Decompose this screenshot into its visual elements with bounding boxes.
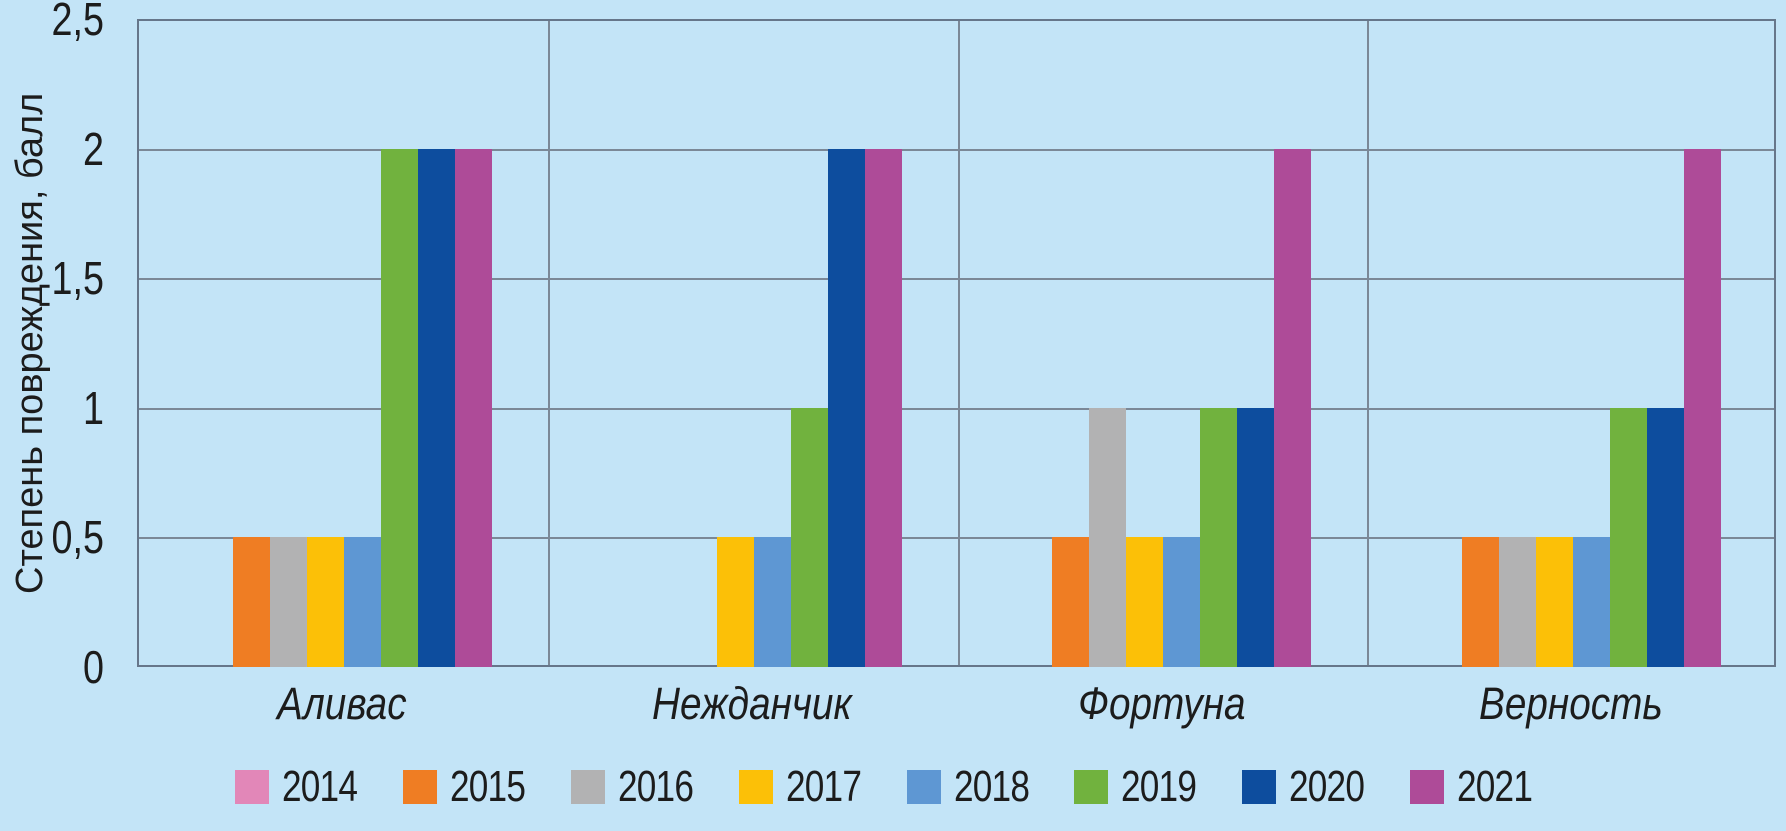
legend-item-2020: 2020 bbox=[1242, 765, 1383, 809]
gridline-vertical bbox=[547, 21, 550, 665]
bar-Верность-2021 bbox=[1684, 148, 1722, 667]
gridline-horizontal bbox=[139, 278, 1774, 281]
category-label-Верность: Верность bbox=[1479, 678, 1663, 729]
legend-item-2021: 2021 bbox=[1410, 765, 1551, 809]
bar-Аливас-2019 bbox=[380, 148, 418, 667]
legend-label: 2020 bbox=[1289, 762, 1365, 811]
bar-Аливас-2016 bbox=[269, 537, 307, 667]
legend-item-2018: 2018 bbox=[906, 762, 1048, 811]
bar-Верность-2016 bbox=[1499, 537, 1537, 667]
y-axis-title: Степень повреждения, балл bbox=[9, 92, 51, 594]
gridline-horizontal bbox=[139, 407, 1774, 410]
y-tick-label: 0 bbox=[83, 641, 104, 693]
legend-swatch-2015 bbox=[402, 770, 437, 804]
bar-Фортуна-2016 bbox=[1089, 407, 1127, 667]
y-tick-label: 2,5 bbox=[51, 0, 104, 45]
bar-Аливас-2017 bbox=[306, 537, 344, 667]
legend: 2014 2015 2016 2017 2018 2019 2020 2021 bbox=[0, 756, 1786, 818]
legend-swatch-2021 bbox=[1410, 770, 1445, 804]
bar-Нежданчик-2019 bbox=[790, 407, 828, 667]
bar-Аливас-2020 bbox=[417, 148, 455, 667]
category-label-Фортуна: Фортуна bbox=[1077, 678, 1246, 729]
y-tick-label: 1,5 bbox=[51, 252, 104, 305]
category-label-Аливас: Аливас bbox=[277, 678, 407, 729]
bar-Фортуна-2015 bbox=[1052, 537, 1090, 667]
legend-swatch-2019 bbox=[1074, 770, 1109, 804]
legend-swatch-2020 bbox=[1242, 770, 1277, 804]
legend-label: 2017 bbox=[785, 762, 862, 811]
legend-item-2017: 2017 bbox=[738, 762, 880, 811]
bar-Фортуна-2018 bbox=[1163, 537, 1201, 667]
legend-label: 2014 bbox=[281, 762, 358, 811]
plot-area bbox=[137, 19, 1776, 667]
bar-Фортуна-2020 bbox=[1237, 407, 1275, 667]
bar-Нежданчик-2017 bbox=[716, 537, 754, 667]
legend-label: 2021 bbox=[1457, 762, 1533, 811]
bar-Верность-2017 bbox=[1536, 537, 1574, 667]
legend-item-2019: 2019 bbox=[1074, 765, 1215, 809]
bar-Фортуна-2017 bbox=[1126, 537, 1164, 667]
gridline-horizontal bbox=[139, 148, 1774, 151]
bar-Верность-2015 bbox=[1462, 537, 1500, 667]
gridline-vertical bbox=[957, 21, 960, 665]
y-tick-label: 0,5 bbox=[51, 511, 104, 564]
y-tick-label: 2 bbox=[83, 122, 104, 175]
bar-Аливас-2018 bbox=[343, 537, 381, 667]
legend-swatch-2014 bbox=[234, 770, 269, 804]
legend-item-2014: 2014 bbox=[234, 762, 376, 811]
category-label-Нежданчик: Нежданчик bbox=[651, 678, 852, 729]
bar-Аливас-2015 bbox=[232, 537, 270, 667]
legend-swatch-2018 bbox=[906, 770, 941, 804]
gridline-horizontal bbox=[139, 537, 1774, 540]
bar-Нежданчик-2021 bbox=[864, 148, 902, 667]
legend-item-2015: 2015 bbox=[402, 762, 544, 811]
legend-label: 2015 bbox=[449, 762, 526, 811]
bar-Верность-2019 bbox=[1610, 407, 1648, 667]
legend-item-2016: 2016 bbox=[570, 762, 712, 811]
bar-Фортуна-2019 bbox=[1200, 407, 1238, 667]
bar-Верность-2020 bbox=[1647, 407, 1685, 667]
bar-Верность-2018 bbox=[1573, 537, 1611, 667]
legend-label: 2019 bbox=[1121, 762, 1197, 811]
y-tick-label: 1 bbox=[83, 381, 104, 434]
bar-Нежданчик-2020 bbox=[827, 148, 865, 667]
bar-Фортуна-2021 bbox=[1274, 148, 1312, 667]
bar-Аливас-2021 bbox=[454, 148, 492, 667]
legend-label: 2016 bbox=[617, 762, 694, 811]
gridline-vertical bbox=[1367, 21, 1370, 665]
legend-swatch-2016 bbox=[570, 770, 605, 804]
legend-label: 2018 bbox=[953, 762, 1030, 811]
legend-swatch-2017 bbox=[738, 770, 773, 804]
bar-Нежданчик-2018 bbox=[753, 537, 791, 667]
